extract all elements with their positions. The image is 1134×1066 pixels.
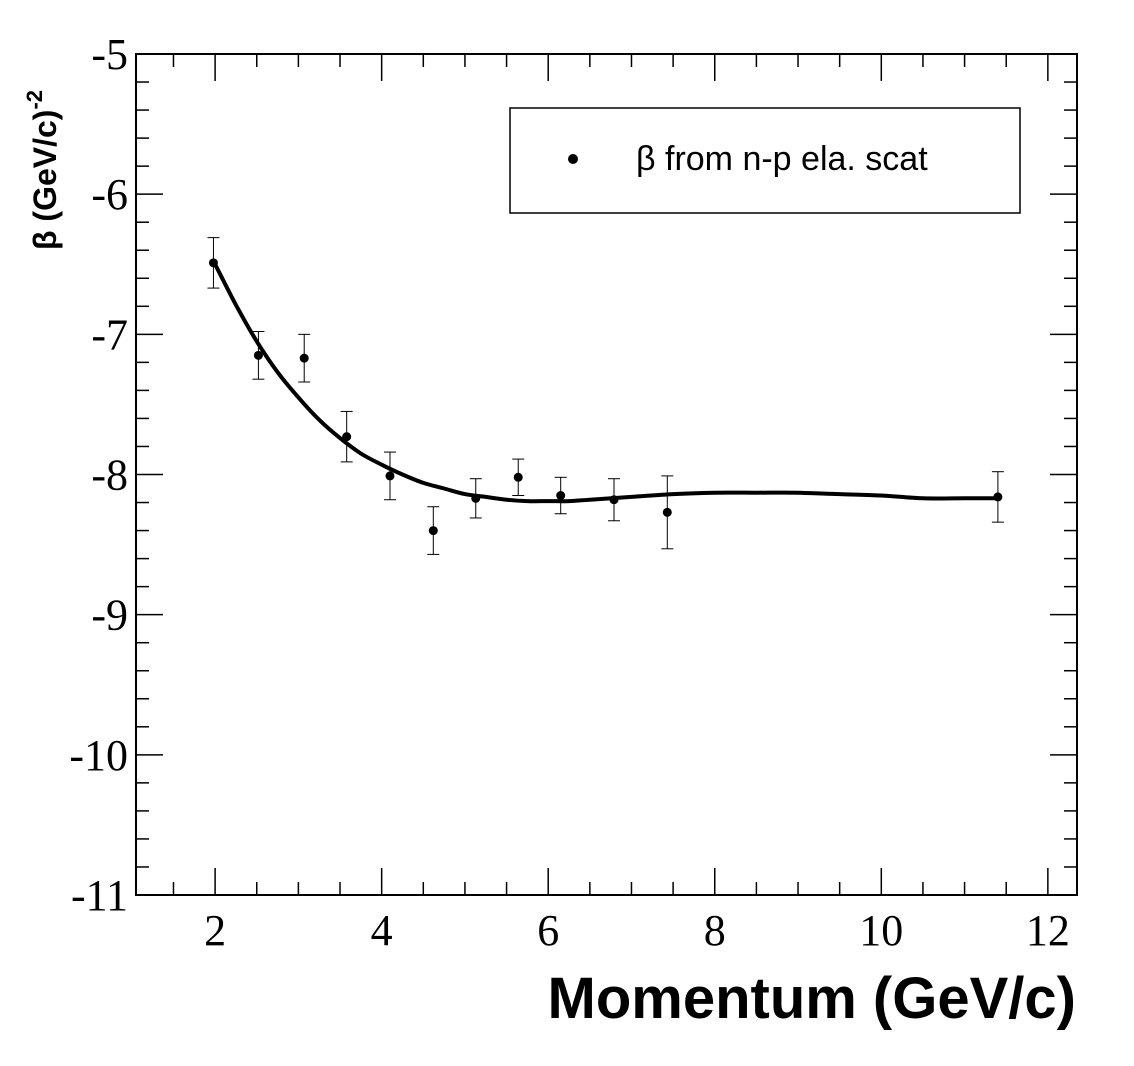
data-point bbox=[471, 493, 481, 503]
y-axis-label-superscript: -2 bbox=[22, 90, 47, 110]
y-tick-label: -8 bbox=[91, 451, 128, 500]
y-tick-label: -11 bbox=[71, 871, 128, 920]
data-point bbox=[609, 495, 619, 505]
data-point bbox=[208, 258, 218, 268]
data-point bbox=[253, 350, 263, 360]
legend: β from n-p ela. scat bbox=[509, 107, 1021, 214]
y-tick-label: -7 bbox=[91, 310, 128, 359]
y-axis-label: β (GeV/c)-2 bbox=[22, 90, 63, 250]
data-point bbox=[513, 472, 523, 482]
legend-marker bbox=[568, 154, 578, 164]
data-points-layer bbox=[207, 237, 1004, 555]
fit-curve bbox=[213, 262, 1000, 504]
y-tick-label: -6 bbox=[91, 170, 128, 219]
axis-ticks bbox=[136, 53, 1077, 896]
y-tick-label: -9 bbox=[91, 591, 128, 640]
x-tick-label: 6 bbox=[537, 906, 559, 955]
data-point bbox=[556, 491, 566, 501]
data-point bbox=[299, 353, 309, 363]
y-axis-label-main: β (GeV/c) bbox=[27, 110, 63, 250]
fit-curve-layer bbox=[213, 262, 1000, 504]
x-tick-label: 12 bbox=[1026, 906, 1070, 955]
tick-labels: 2 4 6 8 10 12 -11 -10 -9 -8 -7 -6 -5 bbox=[69, 30, 1070, 955]
data-point bbox=[428, 526, 438, 536]
plot-frame bbox=[135, 53, 1078, 896]
data-point bbox=[662, 507, 672, 517]
x-tick-label: 4 bbox=[371, 906, 393, 955]
x-tick-label: 2 bbox=[204, 906, 226, 955]
y-tick-label: -5 bbox=[91, 30, 128, 79]
data-point bbox=[993, 492, 1003, 502]
data-point bbox=[385, 471, 395, 481]
legend-box bbox=[509, 107, 1021, 214]
data-point bbox=[342, 432, 352, 442]
x-tick-label: 8 bbox=[704, 906, 726, 955]
x-axis-label: Momentum (GeV/c) bbox=[548, 966, 1077, 1031]
y-tick-label: -10 bbox=[69, 731, 128, 780]
x-tick-label: 10 bbox=[859, 906, 903, 955]
legend-label: β from n-p ela. scat bbox=[636, 140, 928, 178]
